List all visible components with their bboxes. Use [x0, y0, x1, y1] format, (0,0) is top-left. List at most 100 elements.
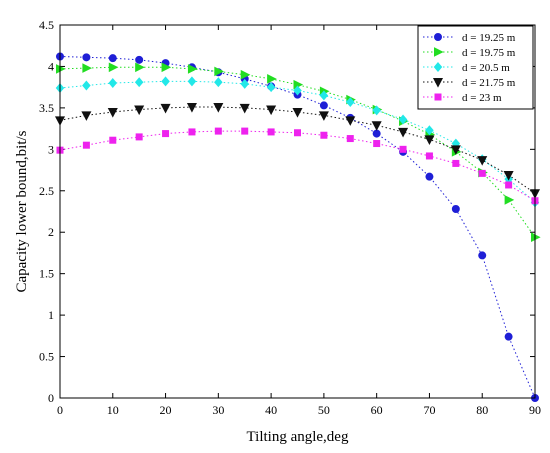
data-point	[398, 127, 409, 138]
data-point	[452, 159, 460, 167]
y-tick-label: 1.5	[39, 267, 54, 281]
x-axis-label: Tilting angle,deg	[247, 429, 349, 445]
series-line	[59, 106, 536, 194]
data-point	[292, 108, 303, 118]
data-point	[108, 62, 119, 73]
x-tick-label: 40	[265, 403, 277, 417]
legend: d = 19.25 m d = 19.75 m d = 20.5 m d = 21.7…	[417, 25, 534, 110]
data-point	[162, 130, 170, 138]
legend-marker	[434, 33, 442, 41]
data-point	[186, 103, 197, 113]
legend-item: d = 20.5 m	[423, 62, 510, 74]
x-tick-label: 60	[371, 403, 383, 417]
data-point	[135, 62, 145, 73]
data-point	[135, 55, 144, 64]
data-point	[241, 127, 249, 135]
series-line	[59, 130, 536, 202]
data-point	[187, 64, 198, 74]
data-point	[294, 129, 301, 137]
y-tick-label: 1	[48, 308, 54, 322]
legend-marker	[432, 78, 444, 88]
legend-marker	[434, 93, 442, 101]
data-point	[478, 169, 486, 177]
data-point	[373, 140, 381, 148]
data-point	[82, 80, 91, 91]
data-point	[399, 145, 407, 153]
data-point	[267, 128, 275, 136]
data-point	[293, 85, 302, 96]
data-point	[372, 129, 381, 138]
x-tick-label: 30	[212, 403, 224, 417]
legend-label: d = 21.75 m	[462, 77, 516, 89]
data-point	[345, 116, 356, 126]
x-tick-label: 20	[160, 403, 172, 417]
legend-marker	[433, 62, 443, 72]
data-point	[318, 111, 329, 121]
data-point	[319, 90, 329, 101]
legend-label: d = 19.25 m	[462, 32, 516, 44]
data-point	[240, 69, 251, 80]
data-point	[267, 74, 277, 84]
legend-label: d = 19.75 m	[462, 47, 516, 59]
y-tick-label: 0	[48, 391, 54, 405]
data-point	[319, 101, 328, 110]
legend-label: d = 20.5 m	[462, 62, 510, 74]
data-point	[346, 135, 354, 143]
data-point	[134, 77, 144, 88]
x-tick-label: 10	[107, 403, 119, 417]
x-tick-label: 80	[476, 403, 488, 417]
data-point	[450, 145, 461, 155]
data-point	[214, 127, 222, 135]
data-point	[266, 105, 277, 116]
x-tick-label: 70	[423, 403, 435, 417]
data-point	[134, 105, 145, 116]
data-point	[188, 128, 196, 136]
y-tick-label: 2	[48, 225, 54, 239]
legend-item: d = 19.75 m	[423, 47, 516, 59]
y-tick-label: 4.5	[39, 18, 54, 32]
data-point	[425, 172, 434, 181]
y-tick-label: 2.5	[39, 184, 54, 198]
x-tick-label: 90	[529, 403, 541, 417]
data-point	[135, 133, 143, 141]
legend-label: d = 23 m	[462, 92, 502, 104]
data-point	[214, 77, 223, 88]
legend-item: d = 19.25 m	[423, 32, 516, 44]
data-point	[240, 78, 249, 89]
data-point	[398, 114, 408, 125]
y-tick-label: 0.5	[39, 350, 54, 364]
data-point	[504, 195, 515, 205]
y-tick-label: 4	[48, 59, 54, 73]
data-point	[82, 63, 93, 73]
series-4	[54, 103, 541, 199]
data-point	[451, 205, 460, 214]
data-point	[107, 108, 118, 118]
data-point	[213, 103, 224, 113]
data-point	[109, 136, 117, 144]
y-tick-label: 3.5	[39, 101, 54, 115]
y-tick-label: 3	[48, 142, 54, 156]
data-point	[266, 82, 276, 93]
legend-marker	[434, 47, 444, 57]
x-tick-label: 0	[57, 403, 63, 417]
series-5	[56, 127, 539, 205]
data-point	[503, 171, 514, 181]
data-point	[161, 62, 172, 73]
data-point	[372, 105, 381, 116]
data-point	[187, 76, 197, 87]
y-axis-label: Capacity lower bound,bit/s	[14, 130, 30, 292]
data-point	[346, 97, 355, 108]
data-point	[425, 125, 434, 136]
data-point	[505, 181, 513, 189]
x-tick-label: 50	[318, 403, 330, 417]
data-point	[320, 131, 328, 139]
data-point	[371, 121, 382, 131]
data-point	[108, 54, 117, 63]
series-layer	[54, 52, 541, 402]
data-point	[504, 332, 513, 341]
legend-item: d = 23 m	[423, 92, 502, 104]
plot-frame	[59, 24, 536, 399]
legend-item: d = 21.75 m	[423, 77, 516, 89]
data-point	[214, 66, 224, 77]
